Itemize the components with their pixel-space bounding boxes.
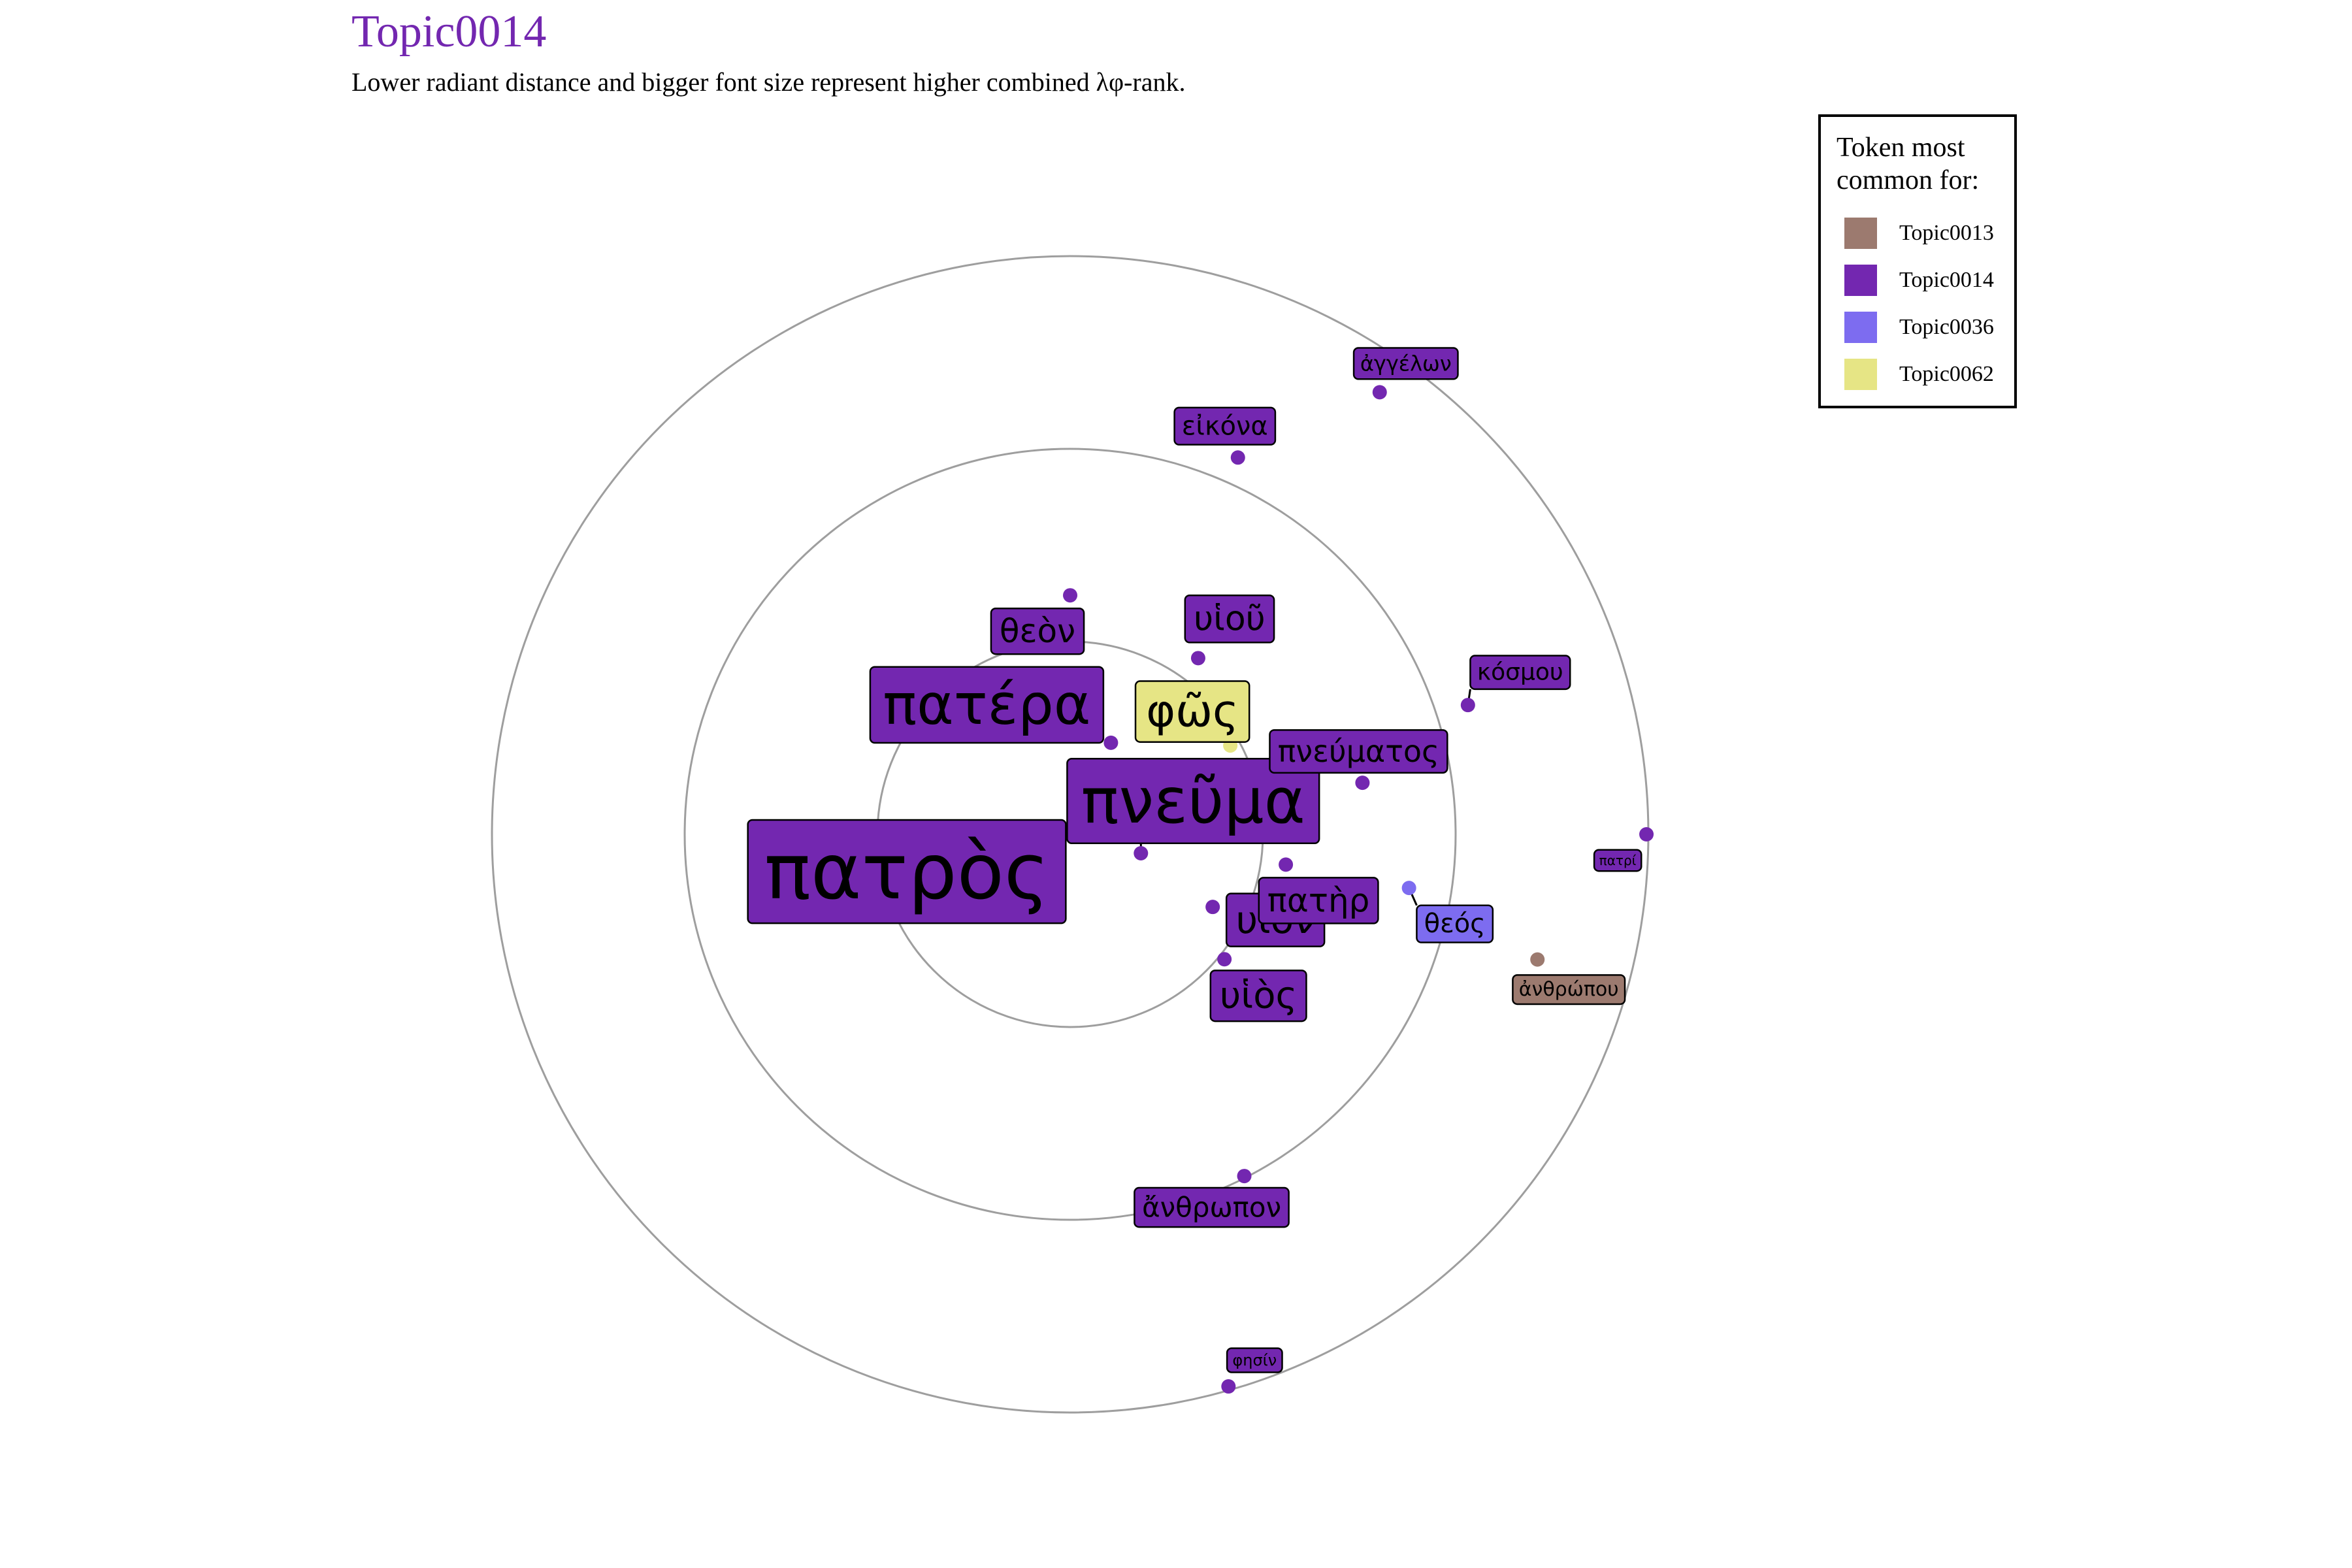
token-label: πατέρα: [869, 666, 1105, 744]
token-label-text: υἱὸς: [1220, 975, 1297, 1017]
token-label-text: πνεύματος: [1278, 734, 1439, 769]
data-point: [1237, 1169, 1252, 1184]
token-label-box: [1184, 594, 1275, 644]
token-label: κόσμου: [1469, 655, 1571, 691]
token-label-box: [990, 607, 1085, 655]
token-label-text: θεὸν: [1000, 612, 1075, 650]
token-label-box: [1593, 849, 1642, 872]
legend-items: Topic0013 Topic0014 Topic0036 Topic0062: [1837, 210, 2014, 398]
token-label-box: [1209, 970, 1307, 1022]
token-label: φησίν: [1226, 1347, 1283, 1373]
token-label: ἄνθρωπον: [1134, 1186, 1290, 1228]
data-point: [1221, 1379, 1236, 1394]
data-point: [1230, 450, 1245, 465]
data-point: [1530, 952, 1545, 967]
data-point: [1372, 385, 1387, 400]
chart-subtitle: Lower radiant distance and bigger font s…: [351, 67, 1186, 97]
legend-title: Token most common for:: [1837, 133, 1980, 195]
legend-swatch: [1844, 359, 1877, 390]
token-label-box: [1173, 406, 1277, 446]
legend-label: Topic0013: [1899, 221, 1994, 245]
ring: [683, 448, 1457, 1221]
data-point: [1063, 588, 1077, 603]
token-label-box: [1269, 729, 1448, 774]
data-point: [1279, 857, 1294, 872]
legend-item: Topic0062: [1837, 351, 2014, 398]
token-label-text: ἀνθρώπου: [1519, 978, 1619, 1001]
legend-swatch: [1844, 265, 1877, 296]
token-label-text: ἄνθρωπον: [1142, 1192, 1281, 1224]
token-label-text: κόσμου: [1477, 659, 1563, 686]
token-label-text: πατὴρ: [1267, 881, 1370, 919]
data-point: [1134, 846, 1149, 861]
token-label-box: [869, 666, 1105, 744]
token-label-box: [1226, 1347, 1283, 1373]
token-label: πνεῦμα: [1066, 758, 1320, 845]
legend-item: Topic0013: [1837, 210, 2014, 257]
token-label-box: [1469, 655, 1571, 691]
token-label-text: υἱοῦ: [1194, 599, 1266, 638]
data-point: [1205, 900, 1220, 915]
token-label: εἰκόνα: [1173, 406, 1277, 446]
token-label: πατρί: [1593, 849, 1642, 872]
chart-title: Topic0014: [351, 7, 547, 57]
token-label-text: πατρί: [1599, 853, 1637, 868]
token-label: πνεύματος: [1269, 729, 1448, 774]
token-label: θεός: [1416, 904, 1494, 943]
legend-item: Topic0014: [1837, 257, 2014, 304]
token-label: πατρὸς: [747, 819, 1067, 924]
data-point: [1401, 881, 1416, 896]
token-label: υἱοῦ: [1184, 594, 1275, 644]
token-label: υἱὸς: [1209, 970, 1307, 1022]
token-label: ἀγγέλων: [1352, 347, 1459, 380]
token-label-box: [1512, 974, 1626, 1005]
token-label-text: πνεῦμα: [1081, 764, 1305, 838]
data-point: [1639, 827, 1654, 841]
points-layer: [1063, 385, 1654, 1394]
data-point: [1190, 651, 1205, 666]
token-label-box: [1352, 347, 1459, 380]
token-label-box: [1066, 758, 1320, 845]
token-label: ἀνθρώπου: [1512, 974, 1626, 1005]
token-label-box: [1134, 1186, 1290, 1228]
legend: Token most common for: Topic0013 Topic001…: [1818, 114, 2017, 408]
data-point: [1103, 735, 1119, 750]
token-label-text: πατέρα: [883, 672, 1090, 738]
token-label-text: ἀγγέλων: [1360, 351, 1452, 376]
legend-swatch: [1844, 218, 1877, 249]
token-label-box: [1258, 877, 1379, 924]
token-label: θεὸν: [990, 607, 1085, 655]
legend-label: Topic0062: [1899, 362, 1994, 386]
legend-swatch: [1844, 312, 1877, 343]
token-label-text: εἰκόνα: [1182, 411, 1268, 441]
token-label-box: [1416, 904, 1494, 943]
token-label-text: φησίν: [1232, 1351, 1277, 1369]
token-label-text: θεός: [1424, 909, 1486, 939]
legend-label: Topic0014: [1899, 268, 1994, 292]
token-label-box: [747, 819, 1067, 924]
data-point: [1355, 776, 1370, 791]
data-point: [1460, 698, 1475, 713]
labels-layer: πατρὸςπνεῦμαπατέραφῶςυἱοῦθεὸνυἱὸνυἱὸςπατ…: [747, 347, 1642, 1373]
token-label-text: φῶς: [1146, 686, 1239, 738]
token-label: φῶς: [1134, 680, 1250, 743]
data-point: [1217, 952, 1232, 967]
token-label-text: πατρὸς: [764, 826, 1049, 917]
legend-label: Topic0036: [1899, 315, 1994, 339]
legend-item: Topic0036: [1837, 304, 2014, 351]
token-label: πατὴρ: [1258, 877, 1379, 924]
token-label-box: [1134, 680, 1250, 743]
